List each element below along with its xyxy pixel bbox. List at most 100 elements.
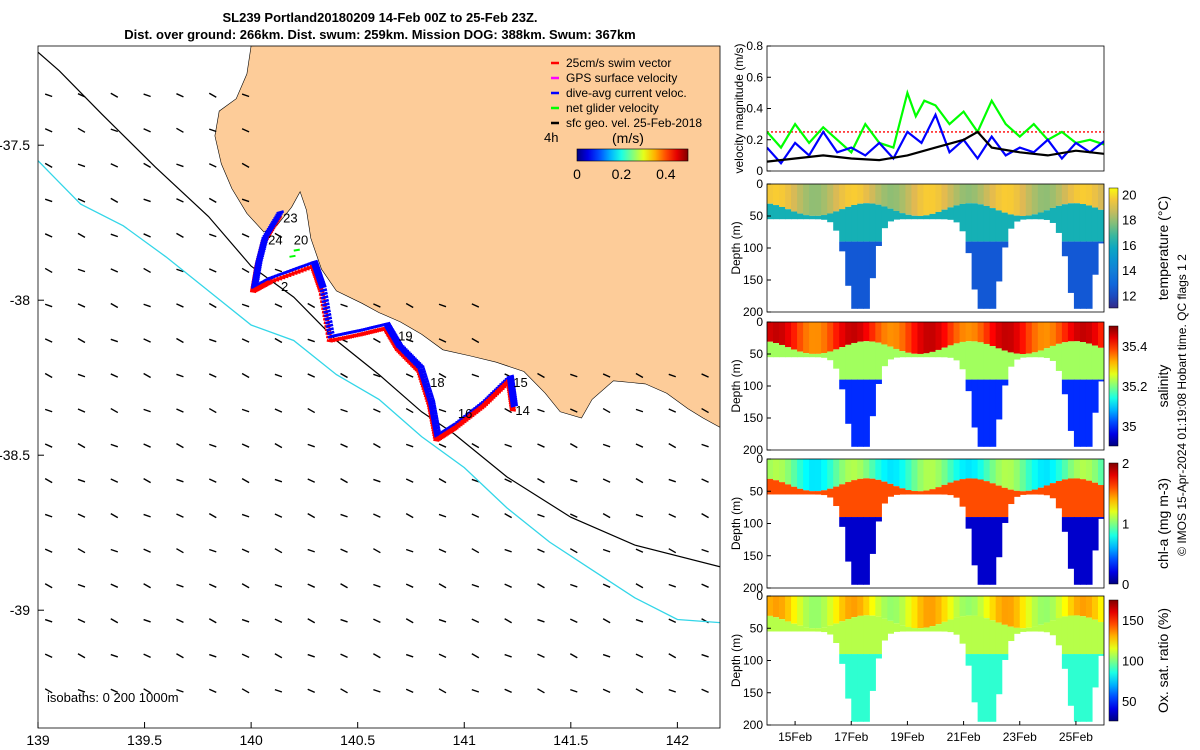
heatmap-cell [869, 379, 876, 417]
heatmap-area [767, 596, 1104, 722]
heatmap-cell [1061, 184, 1069, 205]
heatmap-cell [803, 490, 810, 495]
sfc-geo-arrow [438, 372, 447, 379]
heatmap-y-tick-label: 100 [743, 654, 763, 668]
heatmap-cell [1079, 342, 1087, 380]
heatmap-cell [947, 345, 955, 358]
sfc-geo-arrow [701, 653, 709, 658]
heatmap-y-tick-label: 50 [750, 209, 764, 223]
velocity-y-tick-label: 0.4 [746, 102, 763, 116]
dive-avg-vector [258, 247, 266, 252]
swim-vector [460, 419, 467, 424]
heatmap-cell [1019, 459, 1027, 492]
heatmap-cell [1067, 654, 1075, 706]
heatmap-cell [941, 484, 949, 495]
heatmap-cell [815, 215, 822, 220]
heatmap-cell [779, 344, 786, 358]
dive-avg-vector [251, 277, 260, 282]
sfc-geo-arrow [110, 407, 119, 414]
heatmap-cell [863, 241, 870, 309]
sfc-geo-arrow [340, 513, 348, 518]
heatmap-cell [1001, 184, 1009, 213]
heatmap-cell [1073, 459, 1081, 479]
sfc-geo-arrow [209, 653, 217, 658]
dive-avg-vector [423, 387, 432, 392]
map-plot-area [38, 46, 720, 694]
sfc-geo-arrow [209, 443, 217, 448]
sfc-geo-arrow [635, 513, 644, 518]
heatmap-cell [1091, 345, 1099, 380]
sfc-geo-arrow [77, 618, 86, 623]
swim-vector [480, 404, 487, 408]
heatmap-cell [1073, 654, 1081, 722]
heatmap-cell [797, 488, 804, 495]
sfc-geo-arrow [176, 232, 184, 239]
sfc-geo-arrow [77, 478, 86, 483]
heatmap-cell [965, 459, 973, 479]
sfc-geo-arrow [241, 408, 250, 413]
heatmap-cell [965, 341, 973, 380]
heatmap-cell [1025, 596, 1033, 628]
heatmap-cell [809, 596, 816, 629]
heatmap-y-tick-label: 0 [756, 452, 763, 466]
heatmap-cell [959, 459, 967, 480]
heatmap-cell [863, 615, 870, 655]
heatmap-cell [953, 322, 961, 344]
sfc-geo-arrow [176, 303, 184, 308]
dive-avg-vector [269, 220, 278, 226]
sfc-geo-arrow [504, 618, 513, 624]
heatmap-cell [1055, 596, 1063, 619]
sfc-geo-arrow [143, 162, 151, 168]
map-y-tick-label: -39 [10, 602, 30, 618]
heatmap-area [767, 184, 1104, 309]
dive-avg-vector [404, 352, 413, 358]
dive-avg-vector [311, 263, 320, 268]
swim-vector [481, 402, 489, 407]
sfc-geo-arrow [701, 548, 709, 553]
legend-colorbar-tick: 0 [573, 166, 581, 182]
time-x-tick-label: 15Feb [778, 730, 812, 744]
heatmap-cell [845, 322, 852, 345]
heatmap-cell [1043, 348, 1051, 358]
track-day-label: 19 [398, 329, 412, 344]
sfc-geo-arrow [77, 513, 86, 518]
dive-avg-vector [314, 272, 323, 277]
heatmap-cell [995, 322, 1003, 349]
dive-avg-vector [266, 226, 275, 231]
legend-entry: GPS surface velocity [566, 71, 677, 85]
heatmap-y-tick-label: 100 [743, 517, 763, 531]
heatmap-cell [1019, 491, 1027, 495]
heatmap-cell [1007, 184, 1015, 215]
heatmap-cell [1097, 322, 1104, 348]
heatmap-cell [941, 459, 949, 485]
heatmap-cell [779, 459, 786, 483]
heatmap-cell [911, 596, 919, 629]
heatmap-cell [1067, 322, 1075, 342]
sfc-geo-arrow [602, 513, 611, 519]
dive-avg-vector [255, 257, 264, 263]
heatmap-cell [869, 203, 876, 242]
heatmap-area [767, 322, 1104, 447]
sfc-geo-arrow [438, 653, 447, 659]
isobaths-label: isobaths: 0 200 1000m [47, 690, 179, 705]
sfc-geo-arrow [438, 583, 447, 589]
sfc-geo-arrow [537, 688, 545, 694]
swim-vector [470, 411, 477, 416]
heatmap-cell [809, 215, 816, 220]
legend-entry: net glider velocity [566, 101, 659, 115]
sfc-geo-arrow [701, 443, 709, 448]
dive-avg-vector [325, 319, 333, 325]
sfc-geo-arrow [307, 688, 316, 694]
heatmap-cell [851, 459, 858, 481]
sfc-geo-arrow [537, 653, 545, 659]
sfc-geo-arrow [176, 688, 184, 693]
swim-vector [291, 271, 298, 275]
dive-avg-vector [429, 408, 438, 414]
sfc-geo-arrow [44, 128, 53, 133]
heatmap-cell [1085, 322, 1093, 344]
dive-avg-vector [316, 277, 325, 282]
sfc-geo-arrow [143, 338, 151, 343]
heatmap-cell [977, 459, 985, 480]
